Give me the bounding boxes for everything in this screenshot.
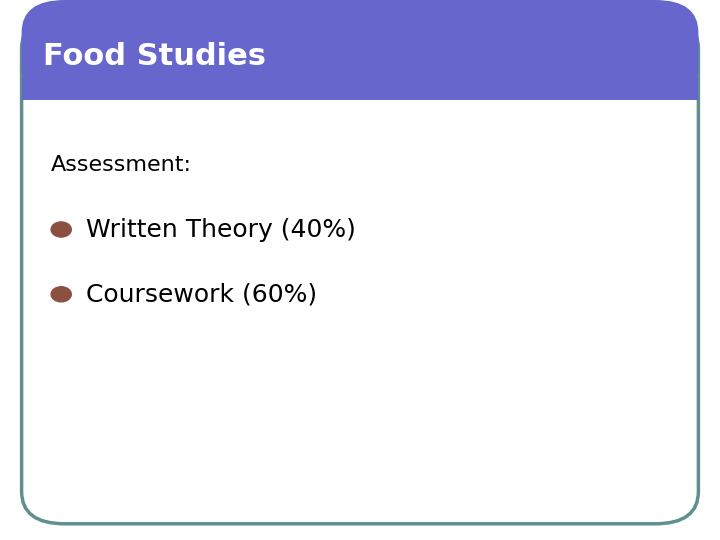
FancyBboxPatch shape (22, 0, 698, 100)
Circle shape (51, 222, 71, 237)
Text: Assessment:: Assessment: (50, 154, 192, 175)
Circle shape (51, 287, 71, 302)
Text: Written Theory (40%): Written Theory (40%) (86, 218, 356, 241)
Text: Food Studies: Food Studies (43, 42, 266, 71)
FancyBboxPatch shape (22, 16, 698, 524)
Bar (22, 77, 698, 100)
Text: Coursework (60%): Coursework (60%) (86, 282, 318, 306)
